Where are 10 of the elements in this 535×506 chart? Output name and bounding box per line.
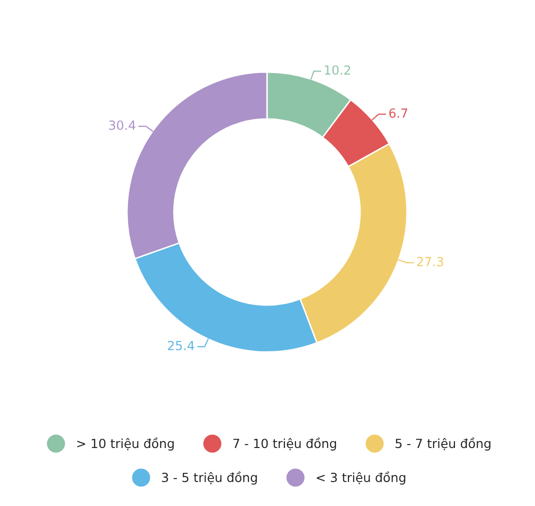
data-label: 6.7	[389, 108, 408, 118]
legend-label: 3 - 5 triệu đồng	[162, 471, 257, 485]
legend-label: 7 - 10 triệu đồng	[233, 437, 336, 451]
data-label: 10.2	[324, 65, 350, 75]
data-label: 30.4	[109, 120, 136, 130]
legend-label: > 10 triệu đồng	[77, 437, 174, 451]
legend-label: < 3 triệu đồng	[316, 471, 406, 485]
data-label: 25.4	[168, 340, 194, 350]
data-label: 27.3	[417, 256, 444, 266]
legend-label: 5 - 7 triệu đồng	[396, 437, 490, 451]
